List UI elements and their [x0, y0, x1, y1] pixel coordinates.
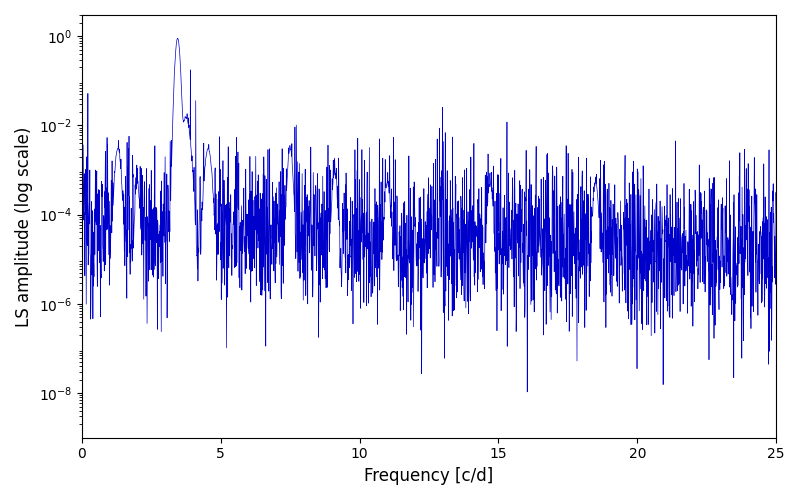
Y-axis label: LS amplitude (log scale): LS amplitude (log scale)	[15, 126, 33, 326]
X-axis label: Frequency [c/d]: Frequency [c/d]	[364, 467, 494, 485]
